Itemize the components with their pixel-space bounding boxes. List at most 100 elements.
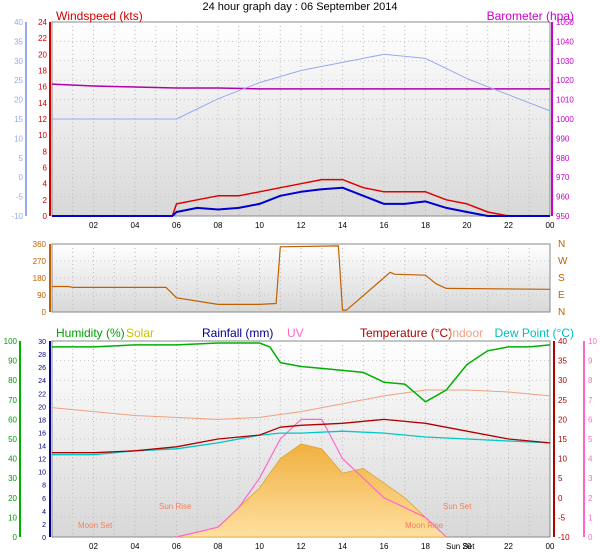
humidity-axis-tick-label: 60 xyxy=(8,415,17,424)
rainfall-axis-tick-label: 2 xyxy=(42,522,46,529)
humidity-label: Humidity (%) xyxy=(56,326,125,340)
rainfall-axis-tick-label: 20 xyxy=(38,404,46,411)
wind-gust-series xyxy=(52,178,550,217)
uv-axis-tick-label: 4 xyxy=(588,455,593,464)
humidity-axis-tick-label: 80 xyxy=(8,376,17,385)
barometer-axis-tick-label: 980 xyxy=(556,154,570,163)
rainfall-axis-tick-label: 10 xyxy=(38,470,46,477)
time-tick-label: 08 xyxy=(214,542,223,551)
wind-red-axis-tick-label: 0 xyxy=(43,212,48,221)
barometer-axis-tick-label: 1030 xyxy=(556,57,574,66)
rainfall-axis-tick-label: 8 xyxy=(42,483,46,490)
wind-red-axis-tick-label: 10 xyxy=(38,131,47,140)
temperature-axis-tick-label: -10 xyxy=(558,533,570,542)
indoor-label: Indoor xyxy=(449,326,483,340)
temperature-axis-tick-label: 25 xyxy=(558,396,567,405)
time-tick-label: 08 xyxy=(214,221,223,230)
uv-axis-tick-label: 0 xyxy=(588,533,593,542)
wind-red-axis-tick-label: 20 xyxy=(38,50,47,59)
wind-red-axis-tick-label: 16 xyxy=(38,83,47,92)
time-tick-label: 02 xyxy=(89,542,98,551)
time-tick-label: 14 xyxy=(338,221,347,230)
direction-axis-tick-label: 180 xyxy=(33,274,47,283)
rainfall-axis-tick-label: 28 xyxy=(38,352,46,359)
weather-chart: Humidity (%) Solar Rainfall (mm) UV Temp… xyxy=(4,326,598,551)
wind-light-series xyxy=(52,53,551,120)
temperature-axis-tick-label: 10 xyxy=(558,455,567,464)
uv-axis-tick-label: 5 xyxy=(588,435,593,444)
time-tick-label: 06 xyxy=(172,542,181,551)
barometer-axis-tick-label: 1050 xyxy=(556,18,574,27)
temperature-series xyxy=(52,418,551,454)
wind-blue-axis-tick-label: 35 xyxy=(14,37,23,46)
temperature-axis-tick-label: 0 xyxy=(558,494,563,503)
wind-red-axis-tick-label: 8 xyxy=(43,147,48,156)
humidity-axis-tick-label: 30 xyxy=(8,474,17,483)
uv-axis-tick-label: 7 xyxy=(588,396,593,405)
barometer-axis-tick-label: 950 xyxy=(556,212,570,221)
direction-axis-tick-label: 360 xyxy=(33,240,47,249)
humidity-axis-tick-label: 0 xyxy=(13,533,18,542)
rainfall-axis-tick-label: 0 xyxy=(42,535,46,542)
temperature-axis-tick-label: 40 xyxy=(558,337,567,346)
wind-blue-axis-tick-label: 25 xyxy=(14,76,23,85)
time-tick-label: 16 xyxy=(380,542,389,551)
compass-axis-tick-label: N xyxy=(558,239,565,250)
rainfall-axis-tick-label: 26 xyxy=(38,365,46,372)
compass-axis-tick-label: E xyxy=(558,290,565,301)
time-tick-label: 04 xyxy=(131,221,140,230)
time-tick-label: 12 xyxy=(297,221,306,230)
wind-red-axis-tick-label: 12 xyxy=(38,115,47,124)
rainfall-axis-tick-label: 24 xyxy=(38,378,46,385)
temperature-axis-tick-label: 35 xyxy=(558,357,567,366)
temperature-axis-tick-label: -5 xyxy=(558,513,566,522)
temperature-label: Temperature (°C) xyxy=(360,326,452,340)
barometer-axis-tick-label: 960 xyxy=(556,193,570,202)
rainfall-axis-tick-label: 6 xyxy=(42,496,46,503)
temperature-axis-tick-label: 30 xyxy=(558,376,567,385)
time-tick-label: 00 xyxy=(546,542,555,551)
time-tick-label: 22 xyxy=(504,221,513,230)
wind-blue-axis-tick-label: 20 xyxy=(14,96,23,105)
compass-axis-tick-label: W xyxy=(558,256,568,267)
humidity-axis-tick-label: 20 xyxy=(8,494,17,503)
humidity-axis-tick-label: 90 xyxy=(8,357,17,366)
wind-blue-axis-tick-label: -5 xyxy=(16,193,24,202)
moon-set-marker: Moon Set xyxy=(78,521,113,530)
humidity-axis-tick-label: 70 xyxy=(8,396,17,405)
direction-axis-tick-label: 0 xyxy=(42,308,47,317)
wind-red-axis-tick-label: 22 xyxy=(38,34,47,43)
barometer-axis-tick-label: 1010 xyxy=(556,96,574,105)
time-tick-label: 14 xyxy=(338,542,347,551)
humidity-axis-tick-label: 40 xyxy=(8,455,17,464)
direction-axis-tick-label: 90 xyxy=(37,291,46,300)
wind-red-axis-tick-label: 4 xyxy=(43,180,48,189)
direction-axis-tick-label: 270 xyxy=(33,257,47,266)
barometer-series xyxy=(51,83,550,90)
uv-axis-tick-label: 10 xyxy=(588,337,597,346)
solar-label: Solar xyxy=(126,326,154,340)
time-tick-label: 20 xyxy=(463,221,472,230)
barometer-axis-tick-label: 1020 xyxy=(556,76,574,85)
humidity-axis-tick-label: 10 xyxy=(8,513,17,522)
temperature-axis-tick-label: 15 xyxy=(558,435,567,444)
uv-axis-tick-label: 9 xyxy=(588,357,593,366)
rainfall-axis-tick-label: 16 xyxy=(38,430,46,437)
time-tick-label: 02 xyxy=(89,221,98,230)
wind-blue-axis-tick-label: 5 xyxy=(19,154,24,163)
humidity-axis-tick-label: 50 xyxy=(8,435,17,444)
sun-set-marker: Sun Set xyxy=(443,502,472,511)
wind-blue-axis-tick-label: 0 xyxy=(19,173,24,182)
uv-axis-tick-label: 1 xyxy=(588,513,593,522)
windspeed-axis-label: Windspeed (kts) xyxy=(56,9,143,23)
rainfall-axis-tick-label: 12 xyxy=(38,457,46,464)
rainfall-axis-tick-label: 30 xyxy=(38,339,46,346)
sun-rise-marker: Sun Rise xyxy=(159,502,192,511)
time-tick-label: 00 xyxy=(546,221,555,230)
wind-red-axis-tick-label: 14 xyxy=(38,99,47,108)
rainfall-axis-tick-label: 4 xyxy=(42,509,46,516)
time-tick-label: 20 xyxy=(463,542,472,551)
rainfall-label: Rainfall (mm) xyxy=(202,326,273,340)
